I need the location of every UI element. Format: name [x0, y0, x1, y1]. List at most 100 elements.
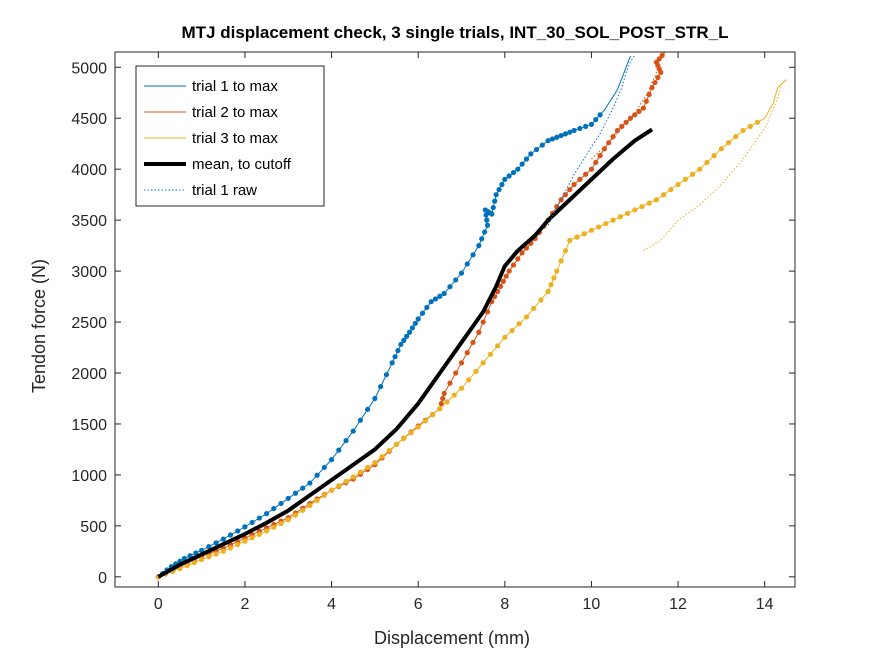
data-point [484, 309, 491, 315]
data-point [401, 435, 407, 442]
data-point [697, 166, 703, 172]
data-point [484, 222, 491, 228]
data-point [285, 517, 291, 523]
x-tick-label: 14 [756, 596, 774, 613]
data-point [487, 351, 493, 357]
data-point [562, 131, 569, 137]
raw-trace-line [547, 54, 636, 226]
data-point [476, 243, 482, 249]
data-point [583, 123, 589, 129]
data-point [643, 98, 649, 104]
data-point [567, 129, 573, 135]
data-point [415, 316, 421, 322]
data-point [619, 123, 625, 129]
data-point [502, 334, 508, 340]
data-point [484, 217, 490, 223]
data-point [655, 74, 661, 81]
data-point [480, 360, 486, 366]
data-point [539, 142, 545, 148]
data-point [519, 161, 525, 167]
data-point [271, 524, 277, 530]
data-point [292, 512, 299, 518]
data-point [492, 198, 498, 204]
series-line [158, 51, 666, 578]
data-point [646, 200, 652, 206]
y-tick-label: 3500 [71, 213, 107, 230]
data-point [278, 500, 284, 507]
data-point [213, 540, 219, 546]
data-point [300, 507, 306, 513]
data-point [661, 192, 667, 198]
data-point [711, 153, 717, 159]
data-point [523, 156, 530, 162]
data-point [191, 559, 198, 566]
data-point [466, 377, 472, 383]
data-point [227, 545, 234, 551]
data-point [383, 372, 390, 378]
data-point [733, 133, 739, 140]
x-tick-label: 4 [327, 596, 336, 613]
data-point [453, 370, 459, 376]
data-point [378, 383, 384, 390]
data-point [506, 268, 512, 274]
data-point [328, 487, 335, 493]
data-point [379, 453, 385, 460]
data-point [479, 236, 485, 242]
data-point [490, 204, 496, 211]
raw-trace-line [591, 54, 662, 160]
data-point [213, 551, 219, 557]
data-point [389, 360, 395, 366]
data-point [480, 319, 486, 325]
data-point [437, 406, 443, 412]
data-point [343, 478, 349, 484]
data-point [440, 395, 446, 402]
data-point [271, 505, 277, 512]
data-point [652, 79, 658, 86]
legend-label: trial 3 to max [192, 130, 278, 147]
legend-label: mean, to cutoff [192, 156, 292, 173]
data-point [372, 460, 378, 466]
data-point [365, 464, 371, 471]
data-point [623, 119, 629, 125]
data-point [184, 563, 190, 569]
data-point [601, 146, 608, 152]
data-point [393, 441, 400, 447]
data-point [528, 151, 534, 157]
data-point [227, 532, 234, 538]
data-point [430, 412, 436, 418]
data-point [515, 256, 521, 262]
x-tick-label: 2 [240, 596, 249, 613]
data-point [747, 123, 753, 129]
data-point [545, 288, 551, 295]
data-point [639, 203, 645, 210]
data-point [571, 127, 577, 134]
data-point [206, 543, 212, 550]
data-point [336, 483, 342, 489]
data-point [583, 171, 589, 177]
data-point [404, 333, 410, 339]
data-point [646, 91, 652, 98]
data-point [447, 380, 453, 386]
data-point [519, 250, 525, 256]
x-tick-label: 6 [414, 596, 423, 613]
y-tick-label: 4500 [71, 111, 107, 128]
data-point [533, 146, 540, 153]
data-point [242, 538, 248, 544]
data-point [656, 56, 662, 62]
data-point [398, 341, 404, 348]
data-point [350, 428, 356, 434]
y-axis-ticks: 0 500 1000 1500 2000 2500 3000 3500 4000 4500 5000 [71, 60, 795, 587]
y-tick-label: 500 [80, 519, 107, 536]
data-point [314, 497, 320, 503]
data-point [441, 390, 447, 396]
data-point [516, 321, 522, 327]
legend-label: trial 1 raw [192, 182, 257, 199]
data-point [424, 304, 430, 311]
y-tick-label: 3000 [71, 264, 107, 281]
data-point [489, 211, 495, 217]
data-point [614, 127, 621, 134]
data-point [499, 181, 505, 188]
data-point [441, 290, 447, 297]
data-point [562, 248, 569, 254]
data-point [636, 108, 642, 115]
